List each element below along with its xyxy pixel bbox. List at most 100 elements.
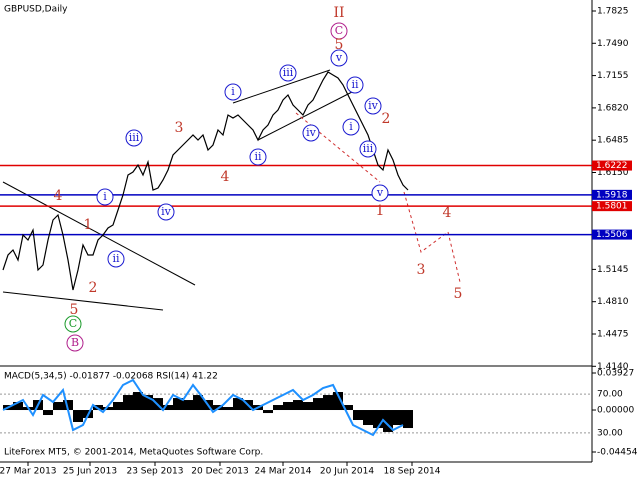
wave-circle — [279, 64, 297, 82]
wave-label: 1 — [376, 203, 385, 219]
macd-bar — [173, 398, 183, 411]
wave-circle — [330, 22, 348, 40]
wave-circle — [359, 140, 377, 158]
level-tag — [592, 189, 632, 200]
wave-circle — [96, 188, 114, 206]
wave-label: ii — [351, 78, 359, 91]
x-tick-label: 27 Mar 2013 — [0, 467, 57, 477]
wave-label: 5 — [335, 37, 344, 53]
x-tick-label: 24 Mar 2014 — [254, 467, 311, 477]
wave-label: iii — [363, 142, 374, 155]
y2-tick-label: 30.00 — [597, 428, 623, 438]
chart-title: GBPUSD,Daily — [4, 5, 68, 15]
y-tick-label: 1.7155 — [597, 71, 629, 81]
wave-circle — [330, 49, 348, 67]
wave-label: C — [335, 24, 343, 37]
indicator-title: MACD(5,34,5) -0.01877 -0.02068 RSI(14) 4… — [4, 372, 218, 382]
wave-circle — [371, 184, 389, 202]
macd-bar — [393, 410, 403, 426]
macd-bar — [373, 410, 383, 429]
wave-label: 4 — [54, 188, 63, 204]
macd-bar — [183, 400, 193, 411]
wave-label: iv — [368, 99, 379, 112]
trend-line — [2, 291, 164, 311]
macd-bar — [43, 410, 53, 416]
macd-bar — [163, 405, 173, 411]
macd-bar — [223, 406, 233, 411]
x-tick-label: 20 Jun 2014 — [320, 467, 374, 477]
channel-line — [232, 69, 331, 104]
wave-label: ii — [254, 150, 262, 163]
copyright: LiteForex MT5, © 2001-2014, MetaQuotes S… — [4, 448, 263, 458]
level-label: 1.5506 — [596, 230, 628, 240]
macd-bar — [143, 395, 153, 411]
y-tick-label: 1.5145 — [597, 265, 629, 275]
wave-label: C — [69, 317, 77, 330]
wave-label: B — [71, 336, 79, 349]
wave-label: 3 — [175, 120, 184, 136]
wave-circle — [125, 129, 143, 147]
macd-bar — [193, 395, 203, 411]
macd-bar — [263, 410, 273, 414]
y-tick-label: -0.04454 — [597, 448, 638, 458]
wave-circle — [364, 97, 382, 115]
y-tick-label: 1.6485 — [597, 136, 629, 146]
macd-bar — [313, 398, 323, 411]
wave-circle — [66, 334, 84, 352]
wave-label: i — [349, 120, 353, 133]
wave-label: 5 — [70, 302, 79, 318]
macd-bar — [353, 410, 363, 421]
wave-label: 4 — [221, 169, 230, 185]
macd-bar — [293, 400, 303, 411]
macd-bar — [333, 392, 343, 411]
wave-label: i — [231, 85, 235, 98]
wave-label: 2 — [382, 111, 391, 127]
macd-bar — [53, 402, 63, 411]
wave-circle — [342, 118, 360, 136]
wave-label: II — [333, 5, 344, 21]
macd-bar — [323, 395, 333, 411]
wave-circle — [107, 250, 125, 268]
macd-bar — [343, 405, 353, 411]
y-tick-label: 1.4810 — [597, 297, 629, 307]
x-tick-label: 25 Jun 2013 — [63, 467, 117, 477]
wave-circle — [157, 203, 175, 221]
wave-label: v — [376, 186, 384, 199]
y-tick-label: 1.6820 — [597, 103, 629, 113]
macd-bar — [13, 402, 23, 411]
y2-tick-label: 70.00 — [597, 390, 623, 400]
level-tag — [592, 229, 632, 240]
macd-bar — [63, 400, 73, 411]
macd-bar — [363, 410, 373, 426]
wave-circle — [224, 83, 242, 101]
macd-bar — [123, 395, 133, 411]
macd-bar — [303, 402, 313, 411]
macd-bar — [283, 402, 293, 411]
y-tick-label: 1.4475 — [597, 329, 629, 339]
x-tick-label: 23 Sep 2013 — [126, 467, 183, 477]
wave-label: iv — [306, 126, 317, 139]
macd-bar — [113, 402, 123, 411]
y-tick-label: 1.4140 — [597, 362, 629, 372]
wave-circle — [64, 315, 82, 333]
macd-bar — [273, 405, 283, 411]
y-tick-label: 1.7490 — [597, 39, 629, 49]
wave-circle — [249, 148, 267, 166]
rsi-line — [2, 378, 404, 437]
y-tick-label: 1.6150 — [597, 168, 629, 178]
y-tick-label: 0.03927 — [597, 369, 634, 379]
wave-circle — [346, 76, 364, 94]
wave-label: iii — [283, 66, 294, 79]
macd-bar — [103, 406, 113, 411]
macd-bar — [233, 398, 243, 411]
level-label: 1.6222 — [596, 161, 628, 171]
wave-circle — [302, 124, 320, 142]
forecast-line — [295, 112, 381, 183]
wave-label: iii — [129, 131, 140, 144]
level-tag — [592, 201, 632, 212]
macd-bar — [133, 392, 143, 411]
y-tick-label: 0.00000 — [597, 406, 634, 416]
level-label: 1.5801 — [596, 202, 628, 212]
y-tick-label: 1.7825 — [597, 6, 629, 16]
